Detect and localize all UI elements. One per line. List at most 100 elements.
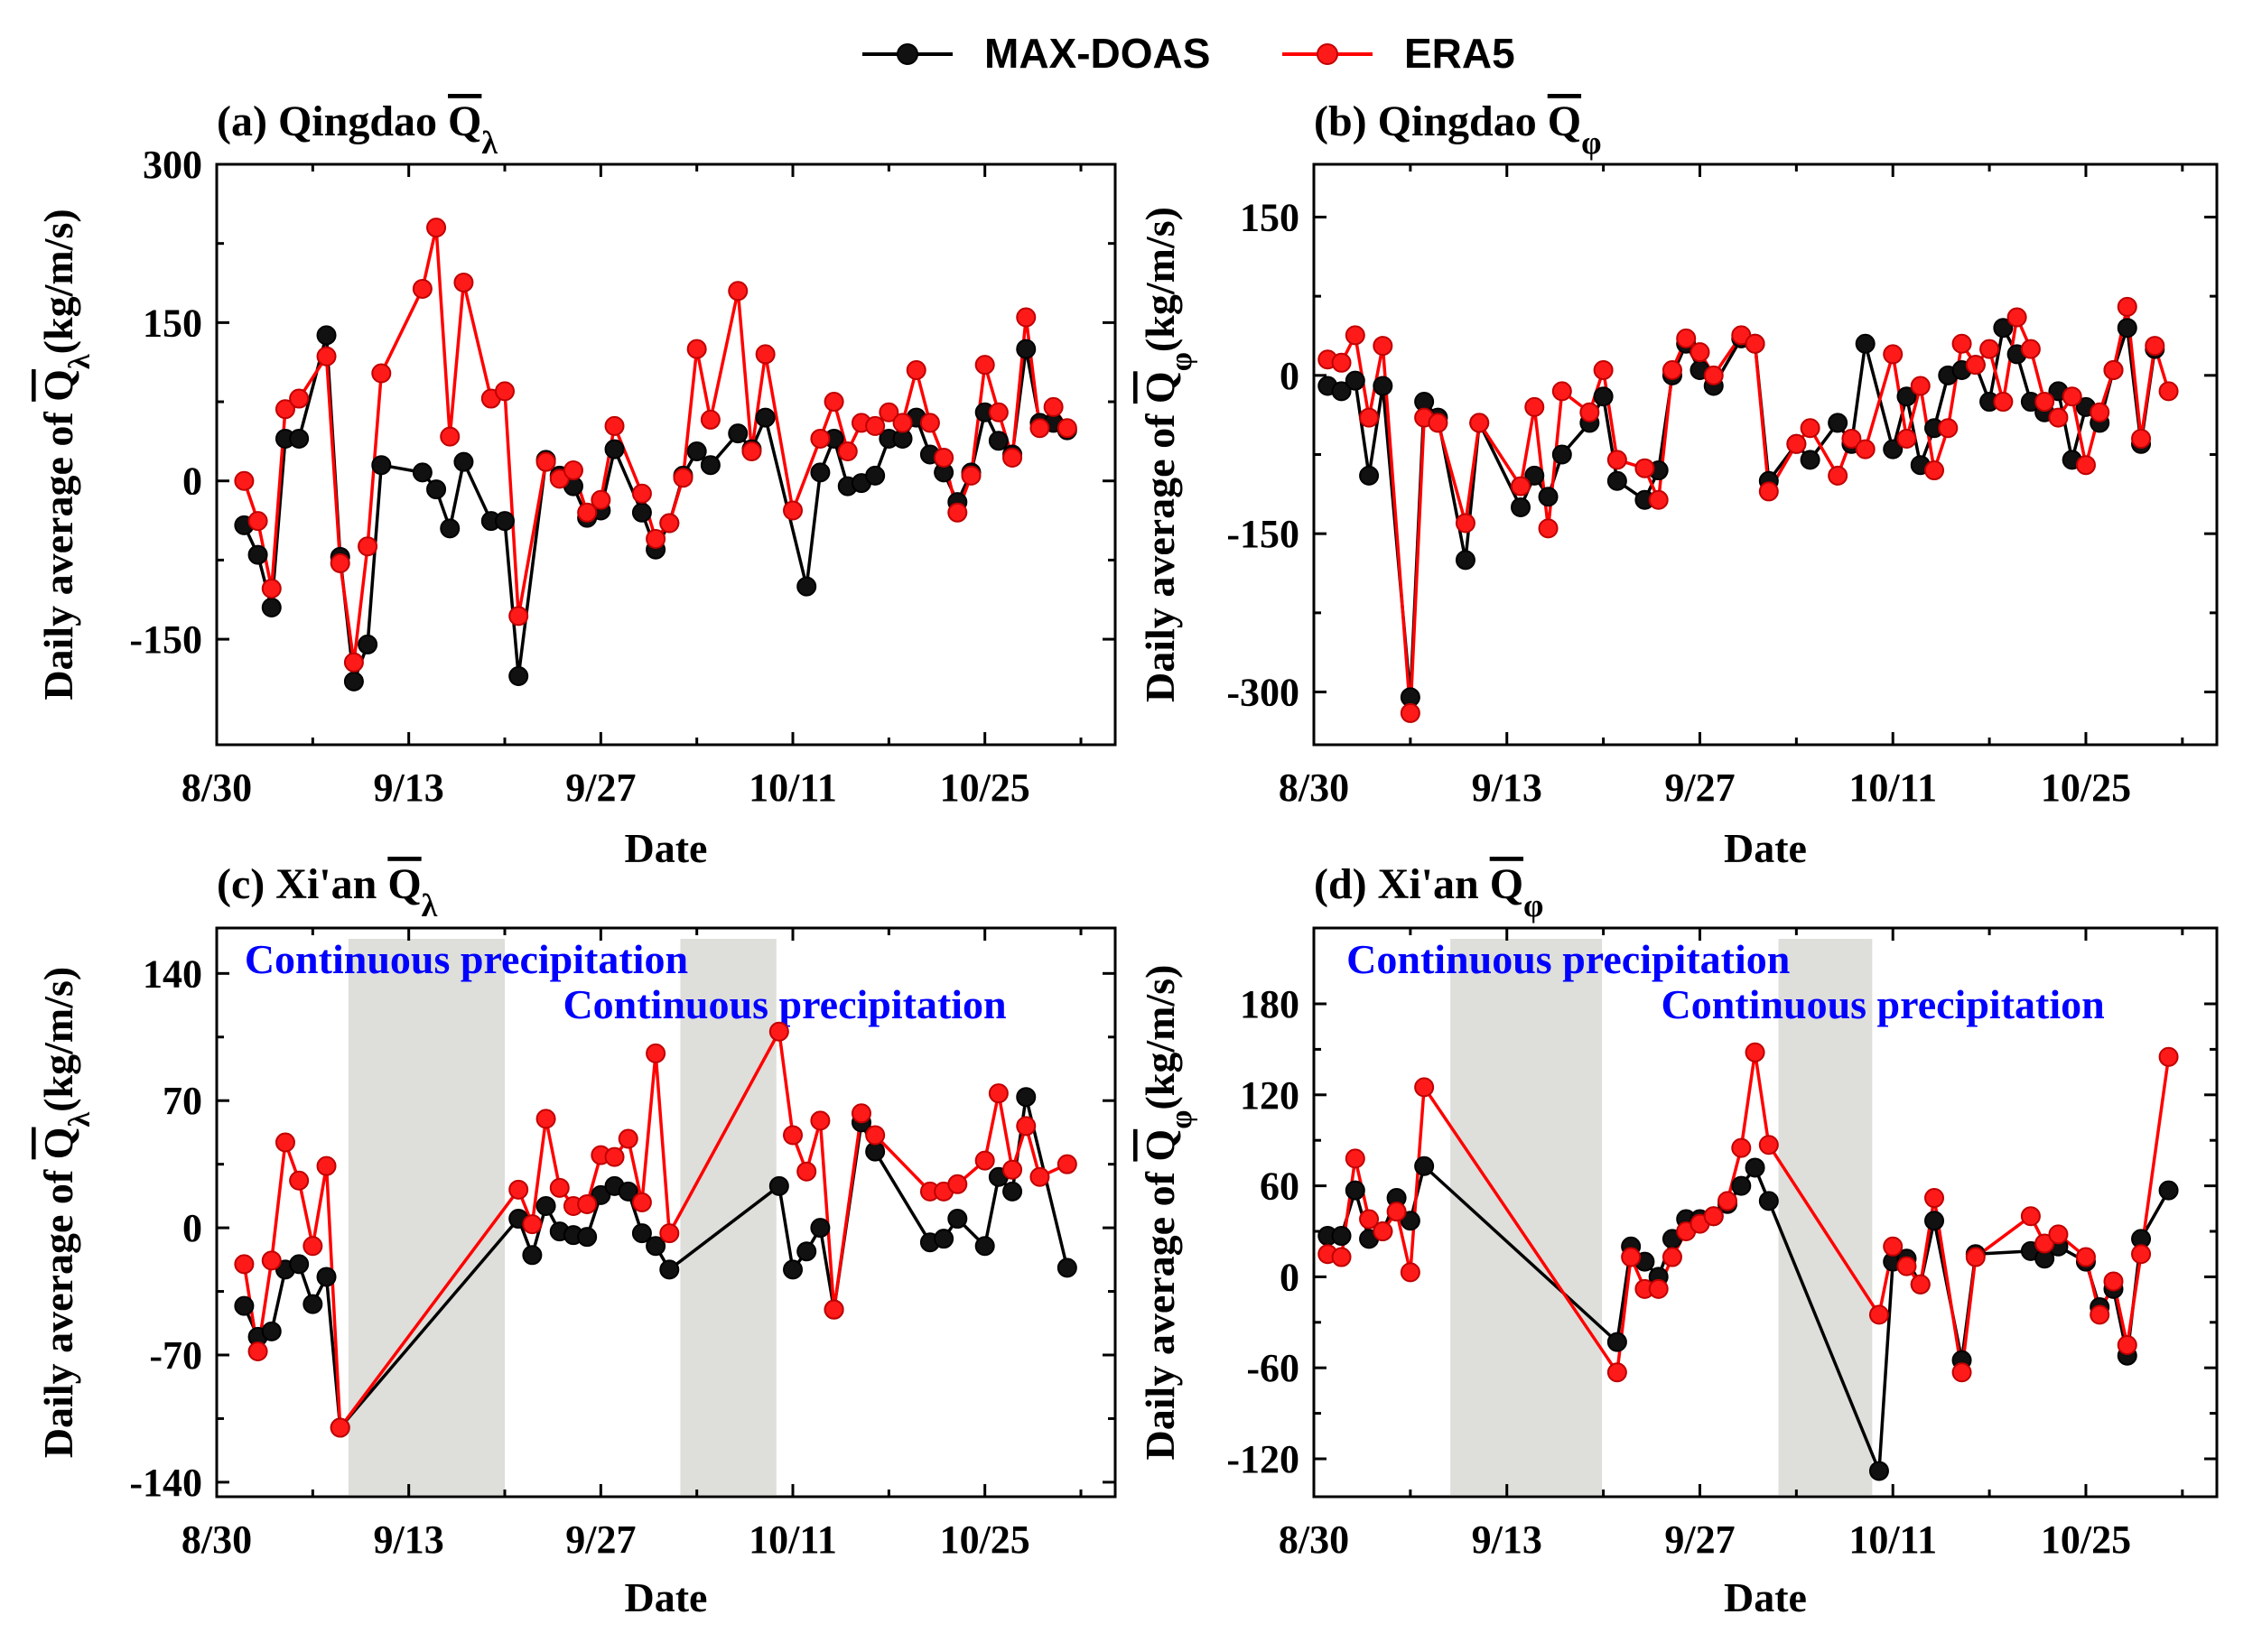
data-point-era5 xyxy=(1359,1209,1380,1230)
data-point-era5 xyxy=(604,1146,625,1167)
data-point-era5 xyxy=(2103,1271,2124,1292)
data-point-maxdoas xyxy=(796,1241,817,1262)
y-tick-label: 0 xyxy=(182,459,202,504)
data-point-era5 xyxy=(330,552,350,573)
x-tick-label: 9/27 xyxy=(565,1517,636,1562)
data-point-era5 xyxy=(1057,1154,1077,1174)
plot-frame xyxy=(215,162,1117,747)
panel-b: -300 -150 0 150 8/30 9/13 9/27 10/11 10/25 Date Da… xyxy=(1137,97,2219,871)
y-tick-label: 150 xyxy=(1240,195,1299,239)
data-point-maxdoas xyxy=(1538,487,1559,507)
data-point-era5 xyxy=(947,1174,968,1194)
data-point-era5 xyxy=(947,502,968,523)
data-point-era5 xyxy=(686,339,707,359)
data-point-maxdoas xyxy=(1828,413,1848,433)
data-point-era5 xyxy=(631,483,652,504)
y-tick-label: -300 xyxy=(1226,671,1299,715)
data-point-maxdoas xyxy=(1868,1461,1889,1481)
data-point-era5 xyxy=(2131,428,2152,449)
data-point-maxdoas xyxy=(1606,470,1627,491)
data-point-maxdoas xyxy=(659,1259,680,1280)
data-point-maxdoas xyxy=(1345,370,1365,391)
data-point-maxdoas xyxy=(453,451,474,472)
data-point-maxdoas xyxy=(522,1245,543,1266)
data-point-maxdoas xyxy=(1331,1226,1352,1247)
x-tick-label: 9/13 xyxy=(1472,1517,1542,1562)
data-point-maxdoas xyxy=(865,1141,886,1162)
precipitation-label: Continuous precipitation xyxy=(1346,936,1790,982)
panel-a: -150 0 150 300 8/30 9/13 9/27 10/11 10/25 Date Dai… xyxy=(35,97,1117,871)
data-point-era5 xyxy=(2158,1046,2179,1067)
data-point-maxdoas xyxy=(768,1175,789,1196)
data-point-era5 xyxy=(906,359,926,380)
data-point-era5 xyxy=(604,415,625,436)
data-point-maxdoas xyxy=(289,1254,310,1275)
data-point-era5 xyxy=(1703,1206,1724,1227)
data-point-maxdoas xyxy=(234,1295,255,1316)
x-axis-title: Date xyxy=(625,1574,708,1620)
precipitation-label: Continuous precipitation xyxy=(245,936,688,982)
data-point-era5 xyxy=(865,1125,886,1146)
data-point-era5 xyxy=(1938,418,1959,439)
data-point-maxdoas xyxy=(1745,1157,1765,1178)
panel-title: (a) Qingdao Qλ xyxy=(217,97,498,161)
precipitation-shade xyxy=(1778,939,1873,1495)
data-point-maxdoas xyxy=(2117,318,2137,339)
data-point-maxdoas xyxy=(1414,1155,1435,1176)
data-point-era5 xyxy=(234,1254,255,1275)
precipitation-label: Continuous precipitation xyxy=(1662,981,2105,1027)
x-tick-label: 9/13 xyxy=(374,766,444,810)
data-point-maxdoas xyxy=(247,544,268,565)
x-axis-title: Date xyxy=(1724,825,1807,871)
data-point-era5 xyxy=(618,1128,638,1149)
data-point-era5 xyxy=(1606,1362,1627,1383)
y-axis-title: Daily average of Qφ(kg/m/s) xyxy=(1137,965,1198,1461)
y-tick-label: -60 xyxy=(1246,1346,1299,1390)
data-point-era5 xyxy=(2048,407,2069,428)
data-point-maxdoas xyxy=(261,598,282,618)
data-point-era5 xyxy=(1896,428,1917,449)
data-point-era5 xyxy=(1634,458,1655,478)
data-point-era5 xyxy=(535,1109,556,1129)
data-point-era5 xyxy=(1745,1042,1765,1063)
data-point-era5 xyxy=(316,346,337,367)
data-point-maxdoas xyxy=(412,462,433,483)
data-point-era5 xyxy=(1331,1247,1352,1267)
data-point-maxdoas xyxy=(508,666,529,687)
data-point-era5 xyxy=(1883,1236,1904,1257)
data-point-era5 xyxy=(1621,1247,1642,1267)
data-point-era5 xyxy=(865,415,886,436)
data-point-era5 xyxy=(1373,336,1393,357)
series-line-era5 xyxy=(242,226,1069,664)
y-tick-label: 0 xyxy=(1280,1255,1299,1299)
data-point-maxdoas xyxy=(1758,1191,1779,1211)
data-point-maxdoas xyxy=(495,511,516,532)
x-tick-label: 10/11 xyxy=(1848,766,1937,810)
data-point-era5 xyxy=(988,402,1009,422)
x-tick-label: 10/25 xyxy=(940,1517,1030,1562)
x-tick-label: 10/11 xyxy=(749,1517,837,1562)
data-point-era5 xyxy=(453,272,474,292)
data-point-era5 xyxy=(1965,1247,1986,1267)
data-point-era5 xyxy=(1662,359,1682,380)
data-point-era5 xyxy=(783,1125,804,1146)
data-point-maxdoas xyxy=(1924,1211,1945,1231)
data-point-era5 xyxy=(741,441,762,461)
data-point-maxdoas xyxy=(783,1259,804,1280)
data-point-era5 xyxy=(1758,1135,1779,1155)
data-point-maxdoas xyxy=(646,1236,666,1257)
data-point-era5 xyxy=(591,489,611,510)
x-tick-label: 9/27 xyxy=(565,766,636,810)
data-point-era5 xyxy=(1029,1166,1050,1187)
data-point-maxdoas xyxy=(358,634,378,654)
data-point-era5 xyxy=(1386,1202,1407,1222)
data-point-era5 xyxy=(659,513,680,534)
data-point-era5 xyxy=(1455,513,1475,534)
plot-frame xyxy=(1312,926,2219,1499)
data-point-era5 xyxy=(1924,1188,1945,1209)
data-point-era5 xyxy=(2034,392,2055,413)
data-point-maxdoas xyxy=(604,439,625,459)
data-point-maxdoas xyxy=(1800,450,1820,470)
data-point-maxdoas xyxy=(1731,1175,1752,1196)
